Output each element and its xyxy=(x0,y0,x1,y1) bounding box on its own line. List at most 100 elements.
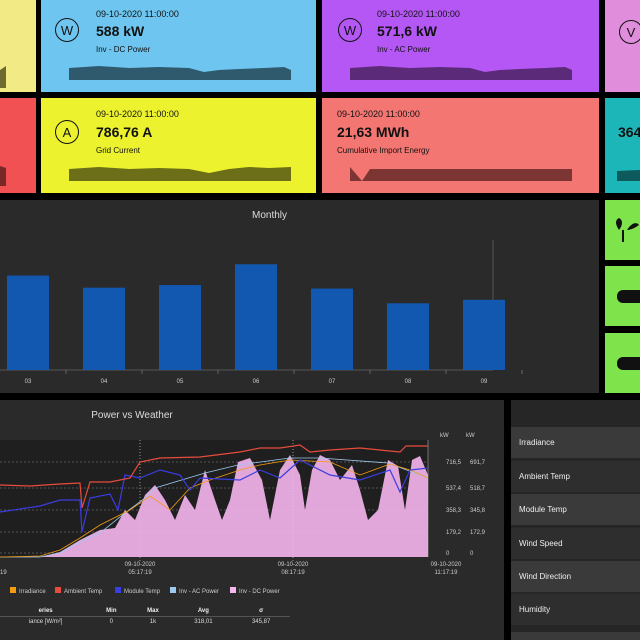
tile-value: 786,76 A xyxy=(96,124,153,140)
x-tick-label: 04 xyxy=(101,379,108,385)
toggle-icon xyxy=(617,290,640,303)
x-tick-label: 06 xyxy=(253,379,260,385)
series-irradiance xyxy=(0,459,429,558)
side-item-module-temp[interactable]: Module Temp xyxy=(511,494,640,525)
green-tile-toggle-2[interactable] xyxy=(605,333,640,393)
x-label-time: 05:17:19 xyxy=(128,570,152,576)
legend-swatch xyxy=(10,587,16,593)
cell: 345,87 xyxy=(251,619,271,625)
monthly-panel: Monthly 03 04 05 06 07 08 09 xyxy=(0,200,599,393)
x-label-date: 09-10-2020 xyxy=(278,562,309,568)
x-label-time: 08:17:19 xyxy=(281,570,305,576)
tile-grid-current[interactable]: A 09-10-2020 11:00:00 786,76 A Grid Curr… xyxy=(41,98,316,193)
unit-right: kW xyxy=(466,433,475,439)
series-module-temp xyxy=(0,459,429,533)
watt-icon: W xyxy=(338,18,362,42)
tick-right: 172,9 xyxy=(470,530,486,536)
unit-left: kW xyxy=(440,433,449,439)
power-weather-panel: Power vs Weather 716,5 691,7 537,4 518,7 358… xyxy=(0,400,504,640)
tile-label: Inv - DC Power xyxy=(96,45,151,54)
tile-label: Inv - AC Power xyxy=(377,45,431,54)
x-tick-label: 03 xyxy=(25,379,32,385)
tile-import-energy[interactable]: 09-10-2020 11:00:00 21,63 MWh Cumulative… xyxy=(322,98,599,193)
tile-timestamp: 09-10-2020 11:00:00 xyxy=(377,9,460,19)
power-weather-chart: 716,5 691,7 537,4 518,7 358,3 345,8 179,2 172,9… xyxy=(0,433,486,595)
tile-value: 364 xyxy=(618,124,640,140)
sparkline xyxy=(69,167,291,181)
legend-swatch xyxy=(230,587,236,593)
tile-ac-power[interactable]: W 09-10-2020 11:00:00 571,6 kW Inv - AC … xyxy=(322,0,599,92)
bar-08 xyxy=(387,303,429,370)
legend-swatch xyxy=(55,587,61,593)
legend-label: Inv - AC Power xyxy=(179,589,219,595)
series-dc-power xyxy=(0,455,428,557)
x-label-date: 09-10-2020 xyxy=(125,562,156,568)
x-tick-label: 08 xyxy=(405,379,412,385)
bar-05 xyxy=(159,285,201,370)
cell: 0 xyxy=(109,619,114,625)
partial-tile-right-pink: V xyxy=(605,0,640,92)
bar-03 xyxy=(7,275,49,370)
sparkline xyxy=(69,66,291,80)
bar-07 xyxy=(311,288,353,370)
tick-right: 345,8 xyxy=(470,508,486,514)
tick-left: 537,4 xyxy=(446,486,462,492)
x-label-time: 11:17:19 xyxy=(435,570,459,576)
toggle-icon xyxy=(617,357,640,370)
x-label-date: 09-10-2020 xyxy=(431,562,462,568)
bar-09 xyxy=(463,299,505,370)
partial-tile-left-red xyxy=(0,98,36,193)
tick-left: 179,2 xyxy=(446,530,462,536)
col-avg: Avg xyxy=(174,606,233,617)
tile-value: 21,63 MWh xyxy=(337,124,410,140)
partial-tile-right-teal: 364 xyxy=(605,98,640,193)
side-item-ambient-temp[interactable]: Ambient Temp xyxy=(511,461,640,492)
monthly-bar-chart: 03 04 05 06 07 08 09 xyxy=(0,240,523,385)
cell: 1k xyxy=(149,619,157,625)
x-tick-label: 07 xyxy=(329,379,336,385)
side-item-humidity[interactable]: Humidity xyxy=(511,594,640,625)
sparkline xyxy=(350,66,572,80)
legend-swatch xyxy=(170,587,176,593)
leaf-icon xyxy=(616,218,639,242)
legend-label: Module Temp xyxy=(124,589,161,595)
bar-06 xyxy=(235,264,277,370)
green-tile-leaf[interactable] xyxy=(605,200,640,260)
tile-label: Grid Current xyxy=(96,146,141,155)
tick-left: 0 xyxy=(446,551,450,557)
volt-icon: V xyxy=(619,20,640,44)
legend-label: Irradiance xyxy=(19,589,46,595)
series-ac-power xyxy=(0,457,429,558)
tile-dc-power[interactable]: W 09-10-2020 11:00:00 588 kW Inv - DC Po… xyxy=(41,0,316,92)
x-label-time: 19 xyxy=(0,570,7,576)
side-item-wind-speed[interactable]: Wind Speed xyxy=(511,528,640,559)
side-item-irradiance[interactable]: Irradiance xyxy=(511,427,640,458)
tile-value: 571,6 kW xyxy=(377,23,437,39)
tick-left: 358,3 xyxy=(446,508,462,514)
col-sigma: σ xyxy=(232,606,290,617)
col-min: Min xyxy=(91,606,132,617)
watt-icon: W xyxy=(55,18,79,42)
bar-04 xyxy=(83,287,125,370)
side-list-panel: Irradiance Ambient Temp Module Temp Wind… xyxy=(511,400,640,640)
partial-tile-left-yellow xyxy=(0,0,36,92)
ampere-icon: A xyxy=(55,120,79,144)
legend-label: Ambient Temp xyxy=(64,589,103,595)
cell: 318,01 xyxy=(194,619,213,625)
tick-right: 518,7 xyxy=(470,486,486,492)
stats-header-row: eries Min Max Avg σ xyxy=(0,606,290,617)
tile-timestamp: 09-10-2020 11:00:00 xyxy=(96,109,179,119)
col-max: Max xyxy=(131,606,175,617)
tick-left: 716,5 xyxy=(446,460,462,466)
green-tile-toggle-1[interactable] xyxy=(605,266,640,326)
tile-label: Cumulative Import Energy xyxy=(337,146,430,155)
side-item-wind-direction[interactable]: Wind Direction xyxy=(511,561,640,592)
x-tick-label: 09 xyxy=(481,379,488,385)
side-list-footer xyxy=(511,632,640,640)
tick-right: 691,7 xyxy=(470,460,486,466)
legend-swatch xyxy=(115,587,121,593)
tile-value: 588 kW xyxy=(96,23,145,39)
cell: iance [W/m²] xyxy=(28,619,63,625)
chart-title: Power vs Weather xyxy=(91,410,173,421)
stats-table: eries Min Max Avg σ iance [W/m²] 0 1k 31… xyxy=(0,606,290,627)
